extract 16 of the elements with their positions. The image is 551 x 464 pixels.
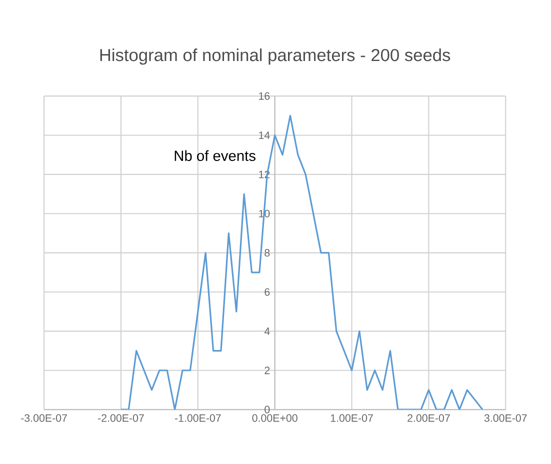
y-tick-label: 8: [264, 248, 270, 256]
y-axis-title: Nb of events: [174, 150, 256, 161]
y-tick-label: 2: [264, 366, 270, 374]
chart-title: Histogram of nominal parameters - 200 seeds: [100, 48, 450, 65]
x-tick-label: 2.00E-07: [408, 414, 450, 422]
y-tick-label: 6: [264, 288, 270, 296]
x-tick-label: -2.00E-07: [98, 414, 144, 422]
x-tick-label: 1.00E-07: [330, 414, 373, 422]
x-tick-label: -3.00E-07: [21, 414, 67, 422]
y-tick-label: 4: [264, 327, 270, 335]
x-tick-label: 0.00E+00: [252, 414, 298, 422]
y-tick-label: 14: [259, 131, 270, 139]
y-tick-label: 16: [259, 92, 270, 100]
y-tick-label: 0: [264, 406, 270, 414]
x-tick-label: 3.00E-07: [484, 414, 527, 422]
x-tick-label: -1.00E-07: [174, 414, 221, 422]
